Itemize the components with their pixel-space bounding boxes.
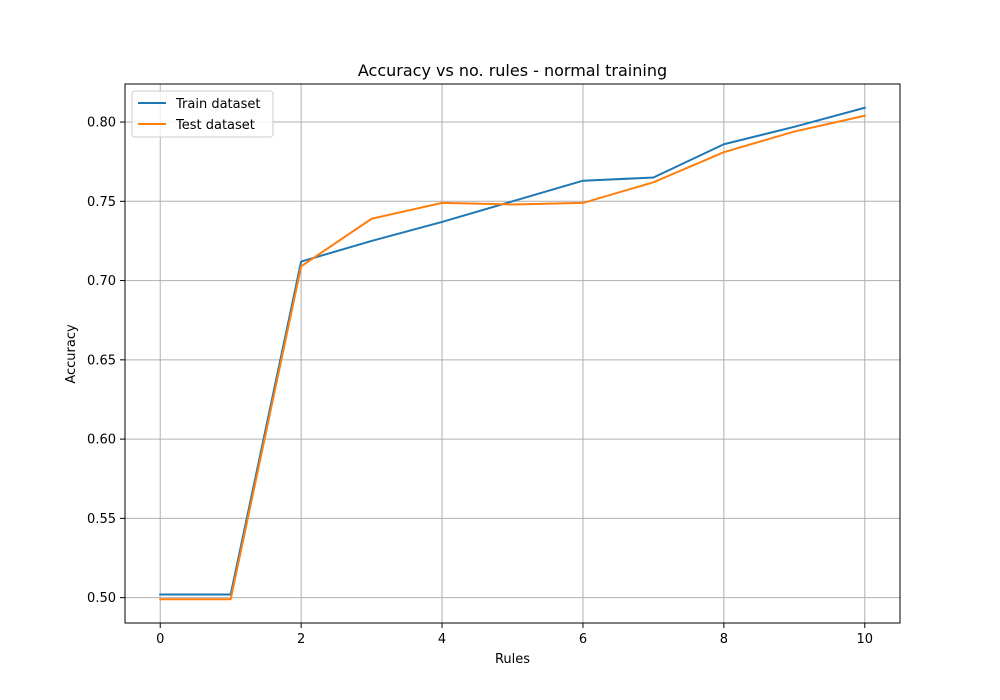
x-tick-label: 10	[856, 632, 873, 647]
grid-layer	[125, 84, 900, 623]
chart-title: Accuracy vs no. rules - normal training	[358, 61, 667, 80]
x-tick-label: 2	[297, 632, 305, 647]
y-tick-label: 0.75	[87, 195, 116, 210]
series-line-train	[159, 106, 866, 596]
x-tick-label: 8	[720, 632, 728, 647]
y-tick-label: 0.60	[87, 433, 116, 448]
series-line-test	[159, 114, 866, 601]
legend-label: Test dataset	[175, 118, 255, 133]
y-tick-label: 0.50	[87, 591, 116, 606]
x-tick-label: 0	[156, 632, 164, 647]
series-layer	[159, 106, 866, 601]
y-tick-label: 0.80	[87, 116, 116, 131]
y-tick-label: 0.55	[87, 512, 116, 527]
x-tick-label: 4	[438, 632, 446, 647]
legend-box	[131, 90, 274, 138]
legend-label: Train dataset	[175, 97, 260, 112]
x-axis-label: Rules	[495, 652, 530, 667]
x-tick-label: 6	[579, 632, 587, 647]
y-tick-label: 0.65	[87, 353, 116, 368]
tick-layer: 0 2 4 6 8 10 0.50 0.55 0.60 0.65 0.70 0.75 0.80	[87, 116, 873, 647]
y-axis-label: Accuracy	[64, 324, 79, 384]
legend: Train dataset Test dataset	[131, 90, 274, 138]
y-tick-label: 0.70	[87, 274, 116, 289]
plot-frame	[124, 83, 901, 624]
